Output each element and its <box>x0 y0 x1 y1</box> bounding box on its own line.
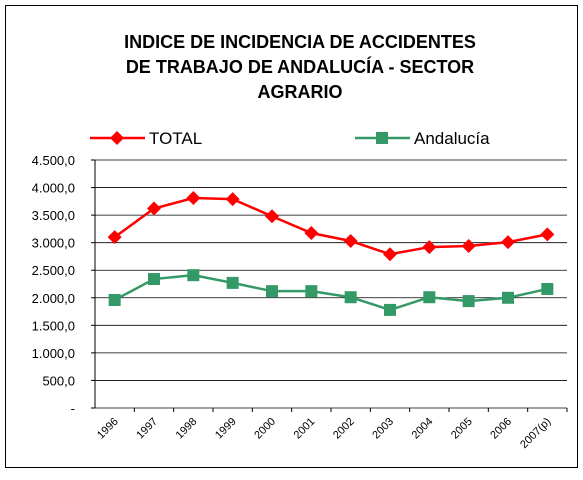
point <box>265 209 279 224</box>
point <box>502 291 514 304</box>
point <box>462 295 475 308</box>
point <box>266 285 278 298</box>
y-tick-label: 4.000,0 <box>32 181 75 196</box>
point <box>147 201 161 216</box>
point <box>501 235 515 250</box>
point <box>540 227 555 242</box>
y-tick-label: 1.500,0 <box>32 318 75 333</box>
chart-border <box>5 5 578 468</box>
chart-title: AGRARIO <box>258 82 343 102</box>
y-tick-label: 4.500,0 <box>32 153 75 168</box>
point <box>423 291 436 304</box>
legend-marker <box>376 132 388 144</box>
point <box>422 240 437 255</box>
point <box>304 226 319 241</box>
point <box>186 191 201 206</box>
point <box>187 269 200 282</box>
point <box>305 285 318 298</box>
point <box>226 276 239 289</box>
y-tick-label: 1.000,0 <box>32 346 75 361</box>
y-tick-label: 2.000,0 <box>32 291 75 306</box>
y-tick-label: 3.000,0 <box>32 236 75 251</box>
point <box>107 230 122 245</box>
legend-label: TOTAL <box>149 129 202 148</box>
point <box>384 303 396 316</box>
point <box>108 293 121 306</box>
legend-marker <box>110 131 124 145</box>
y-tick-label: 500,0 <box>42 373 75 388</box>
y-tick-label: - <box>71 401 75 416</box>
line <box>113 196 548 256</box>
y-tick-label: 3.500,0 <box>32 208 75 223</box>
point <box>461 238 476 253</box>
point <box>541 282 554 295</box>
point <box>344 291 357 304</box>
y-tick-label: 2.500,0 <box>32 263 75 278</box>
point <box>383 247 397 262</box>
chart-title: INDICE DE INCIDENCIA DE ACCIDENTES <box>124 32 476 52</box>
line <box>114 273 548 312</box>
point <box>148 273 160 286</box>
legend-label: Andalucía <box>414 129 490 148</box>
point <box>343 234 358 249</box>
chart-title: DE TRABAJO DE ANDALUCÍA - SECTOR <box>126 56 474 77</box>
point <box>225 192 240 207</box>
